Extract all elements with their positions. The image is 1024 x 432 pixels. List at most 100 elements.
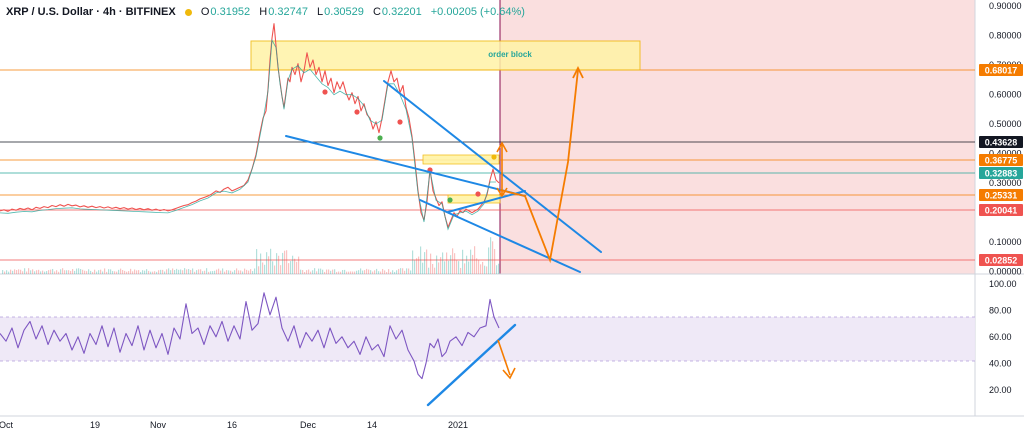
- volume-bar: [196, 270, 198, 274]
- volume-bar: [300, 269, 302, 274]
- volume-bar: [176, 268, 178, 274]
- symbol-title[interactable]: XRP / U.S. Dollar · 4h · BITFINEX: [6, 6, 176, 18]
- volume-bar: [320, 268, 322, 274]
- down-arrowhead: [496, 187, 508, 198]
- volume-bar: [374, 270, 376, 274]
- price-badge: [979, 254, 1023, 266]
- volume-bar: [484, 265, 486, 274]
- volume-bar: [492, 241, 494, 274]
- price-tick-label: 0.60000: [989, 90, 1022, 100]
- volume-bar: [90, 270, 92, 274]
- volume-bar: [128, 271, 130, 274]
- volume-bar: [302, 270, 304, 274]
- volume-bar: [6, 270, 8, 274]
- volume-bar: [334, 269, 336, 274]
- volume-bar: [162, 269, 164, 274]
- volume-bar: [418, 256, 420, 274]
- price-badge-label: 0.25331: [985, 191, 1018, 201]
- volume-bar: [172, 268, 174, 274]
- volume-bar: [450, 255, 452, 274]
- volume-bar: [194, 271, 196, 274]
- signal-dot: [354, 109, 360, 115]
- volume-bar: [294, 258, 296, 274]
- volume-bar: [298, 256, 300, 274]
- volume-bar: [284, 250, 286, 274]
- volume-bar: [262, 262, 264, 274]
- volume-bar: [230, 270, 232, 274]
- price-tick-label: 0.00000: [989, 267, 1022, 277]
- volume-bar: [146, 269, 148, 274]
- volume-bar: [466, 255, 468, 274]
- volume-bar: [276, 253, 278, 274]
- volume-bar: [348, 271, 350, 274]
- signal-dot: [397, 119, 403, 125]
- volume-bar: [290, 261, 292, 274]
- volume-bar: [326, 269, 328, 274]
- volume-bar: [186, 269, 188, 274]
- price-badge-label: 0.02852: [985, 256, 1018, 266]
- volume-bar: [460, 267, 462, 274]
- trend-line: [285, 135, 526, 197]
- price-tick-label: 0.10000: [989, 237, 1022, 247]
- low-value: 0.30529: [324, 6, 364, 18]
- volume-bar: [142, 270, 144, 274]
- volume-bar: [24, 268, 26, 274]
- change-value: +0.00205 (+0.64%): [430, 6, 525, 18]
- time-tick-label: Dec: [300, 420, 317, 430]
- volume-bar: [42, 270, 44, 274]
- volume-bar: [286, 250, 288, 274]
- volume-bar: [94, 269, 96, 274]
- volume-bar: [384, 270, 386, 274]
- volume-bar: [14, 269, 16, 274]
- price-series: [0, 23, 500, 231]
- volume-bar: [304, 271, 306, 274]
- volume-bar: [92, 271, 94, 274]
- volume-bar: [424, 252, 426, 274]
- price-tick-label: 0.30000: [989, 178, 1022, 188]
- signal-dot: [322, 89, 328, 95]
- volume-bar: [344, 269, 346, 274]
- rsi-tick-label: 100.00: [989, 279, 1017, 289]
- volume-bar: [486, 266, 488, 274]
- volume-bar: [378, 271, 380, 274]
- volume-bar: [452, 248, 454, 274]
- volume-bar: [238, 270, 240, 274]
- volume-bar: [444, 261, 446, 274]
- volume-bar: [52, 268, 54, 274]
- volume-bar: [40, 271, 42, 274]
- high-value: 0.32747: [268, 6, 308, 18]
- volume-bar: [404, 270, 406, 274]
- volume-bar: [274, 265, 276, 274]
- volume-bar: [30, 270, 32, 274]
- volume-bar: [296, 261, 298, 274]
- volume-bar: [386, 271, 388, 274]
- volume-bar: [222, 268, 224, 274]
- volume-bar: [324, 271, 326, 274]
- volume-bar: [182, 270, 184, 274]
- volume-bar: [10, 269, 12, 274]
- volume-bar: [306, 270, 308, 274]
- time-tick-label: 16: [227, 420, 237, 430]
- volume-bar: [474, 246, 476, 274]
- volume-bar: [22, 271, 24, 274]
- volume-bar: [394, 271, 396, 274]
- volume-bar: [280, 265, 282, 274]
- chart-header: XRP / U.S. Dollar · 4h · BITFINEX O0.319…: [6, 6, 525, 18]
- volume-bar: [352, 271, 354, 274]
- rsi-trend-line: [426, 323, 517, 407]
- open-value: 0.31952: [210, 6, 251, 18]
- price-badge: [979, 154, 1023, 166]
- volume-bar: [88, 269, 90, 274]
- volume-bar: [448, 260, 450, 274]
- volume-bar: [402, 268, 404, 274]
- volume-bar: [476, 258, 478, 274]
- volume-bar: [432, 263, 434, 274]
- volume-bar: [406, 268, 408, 274]
- volume-bar: [218, 268, 220, 274]
- volume-bar: [314, 268, 316, 274]
- volume-bar: [456, 260, 458, 274]
- volume-bar: [206, 268, 208, 274]
- volume-bar: [462, 249, 464, 274]
